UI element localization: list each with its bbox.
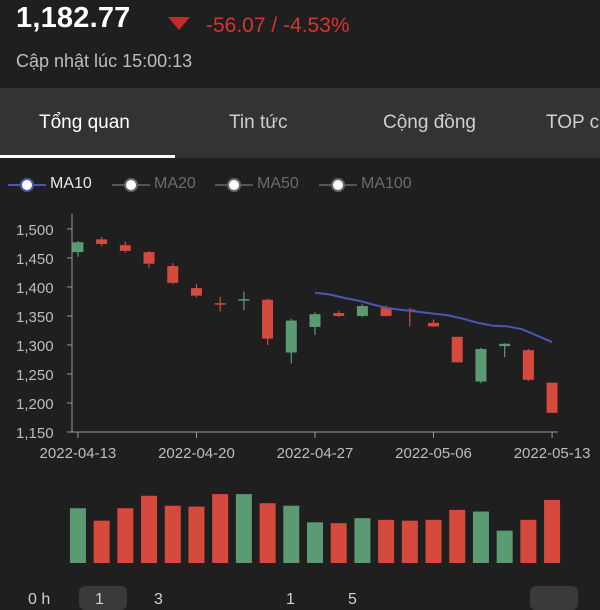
y-tick-label: 1,150 <box>16 425 54 442</box>
y-tick-label: 1,500 <box>16 222 54 239</box>
volume-bar <box>544 499 561 563</box>
candle-body <box>356 306 368 316</box>
candle-body <box>546 382 558 413</box>
volume-bar <box>378 519 395 563</box>
candle-body <box>214 303 226 305</box>
candle-body <box>380 307 392 316</box>
ma10-line <box>314 291 553 344</box>
volume-bar <box>164 505 181 563</box>
y-tick-label: 1,200 <box>16 396 54 413</box>
candle-body <box>119 245 131 251</box>
legend-toggle-icon <box>227 178 241 192</box>
volume-bar <box>283 505 300 563</box>
active-tab-indicator <box>0 155 175 158</box>
candle-body <box>285 320 297 353</box>
volume-bar <box>93 520 110 563</box>
footer-item: 1 <box>95 591 104 608</box>
last-updated: Cập nhật lúc 15:00:13 <box>16 51 193 71</box>
candle-body <box>475 349 487 382</box>
candle-body <box>238 299 250 301</box>
footer-item: 5 <box>348 591 357 608</box>
footer-item: 3 <box>154 591 163 608</box>
volume-bar <box>307 522 323 563</box>
candle-body <box>333 313 345 316</box>
tab-top[interactable]: TOP c <box>546 112 600 133</box>
x-tick-label: 2022-04-13 <box>40 445 117 462</box>
legend-toggle-icon <box>124 178 138 192</box>
candle-body <box>96 239 108 244</box>
candle-body <box>522 350 534 380</box>
candle-body <box>499 343 511 347</box>
candle-body <box>451 336 463 363</box>
footer-chip-right[interactable] <box>530 586 578 610</box>
volume-bar <box>141 495 158 563</box>
y-tick-label: 1,450 <box>16 251 54 268</box>
y-tick-label: 1,400 <box>16 280 54 297</box>
footer-item: 0 h <box>28 591 51 608</box>
y-tick-label: 1,250 <box>16 367 54 384</box>
y-tick-label: 1,300 <box>16 338 54 355</box>
volume-bar <box>259 503 276 563</box>
volume-bar <box>472 511 489 563</box>
tab-bar: Tổng quan Tin tức Cộng đồng TOP c <box>0 88 600 158</box>
volume-bar <box>354 518 371 563</box>
volume-bar <box>449 509 466 563</box>
footer-item: 1 <box>286 591 295 608</box>
legend-label: MA50 <box>257 175 299 192</box>
x-tick-label: 2022-04-20 <box>158 445 235 462</box>
candle-body <box>143 252 155 264</box>
y-tick-label: 1,350 <box>16 309 54 326</box>
volume-bar <box>69 508 86 563</box>
x-tick-label: 2022-05-06 <box>395 445 472 462</box>
volume-bar <box>520 519 537 563</box>
volume-bar <box>235 494 252 563</box>
candle-body <box>262 299 274 339</box>
x-tick-label: 2022-04-27 <box>277 445 354 462</box>
down-arrow-icon <box>168 17 190 30</box>
legend-label: MA20 <box>154 175 196 192</box>
candle-body <box>167 266 179 283</box>
candle-body <box>190 288 202 296</box>
volume-bar <box>330 523 347 563</box>
tab-overview[interactable]: Tổng quan <box>39 112 130 133</box>
volume-bar <box>212 494 229 563</box>
tab-community[interactable]: Cộng đồng <box>383 112 476 133</box>
quote-header: 1,182.77 -56.07 / -4.53% Cập nhật lúc 15… <box>0 0 600 88</box>
legend-label: MA10 <box>50 175 92 192</box>
tab-news[interactable]: Tin tức <box>229 112 288 133</box>
price-change: -56.07 / -4.53% <box>206 14 350 37</box>
volume-bar <box>425 519 442 563</box>
candle-body <box>72 242 84 253</box>
legend-toggle-icon <box>331 178 345 192</box>
index-price: 1,182.77 <box>16 2 131 34</box>
candle-body <box>309 314 321 327</box>
legend-label: MA100 <box>361 175 412 192</box>
volume-bar <box>188 506 205 563</box>
legend-toggle-icon <box>20 178 34 192</box>
x-tick-label: 2022-05-13 <box>514 445 591 462</box>
candle-body <box>428 322 440 327</box>
volume-bar <box>496 530 513 563</box>
volume-bar <box>117 508 134 563</box>
volume-bar <box>401 520 418 563</box>
